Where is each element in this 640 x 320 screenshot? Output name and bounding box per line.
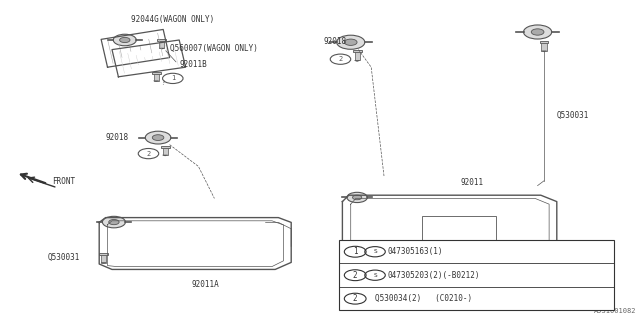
Text: 92011A: 92011A (192, 280, 220, 289)
Bar (157, 39, 166, 41)
Circle shape (152, 135, 164, 140)
Circle shape (102, 216, 125, 228)
Text: 2: 2 (353, 294, 358, 303)
Circle shape (531, 29, 544, 35)
Bar (422, 216, 496, 246)
Bar (163, 148, 168, 155)
Circle shape (524, 25, 552, 39)
Text: 92018: 92018 (106, 133, 129, 142)
Polygon shape (154, 81, 159, 82)
Text: S: S (373, 249, 377, 254)
Bar (540, 41, 548, 43)
Bar (161, 146, 170, 148)
Text: 1: 1 (171, 76, 175, 81)
Polygon shape (541, 51, 547, 52)
Bar (339, 240, 614, 310)
Circle shape (353, 195, 362, 200)
Text: S: S (373, 273, 377, 278)
Text: 2: 2 (147, 151, 150, 156)
Text: FRONT: FRONT (52, 177, 76, 186)
Bar (355, 52, 360, 60)
Circle shape (109, 220, 119, 225)
Text: 2: 2 (353, 271, 358, 280)
Bar (159, 41, 164, 48)
Bar (99, 253, 108, 255)
Polygon shape (101, 262, 106, 263)
Text: Q530034(2)   (C0210-): Q530034(2) (C0210-) (375, 294, 472, 303)
Circle shape (145, 131, 171, 144)
Polygon shape (163, 155, 168, 156)
Text: 047305203(2)(-B0212): 047305203(2)(-B0212) (388, 271, 481, 280)
Text: Q560007(WAGON ONLY): Q560007(WAGON ONLY) (170, 44, 257, 52)
Text: 1: 1 (353, 247, 358, 256)
Bar (101, 255, 106, 262)
Text: 2: 2 (339, 56, 342, 62)
Text: 92044G(WAGON ONLY): 92044G(WAGON ONLY) (131, 15, 214, 24)
Circle shape (120, 37, 130, 43)
Text: Q530031: Q530031 (557, 111, 589, 120)
Polygon shape (159, 48, 164, 49)
Text: 047305163(1): 047305163(1) (388, 247, 444, 256)
Text: 92011: 92011 (461, 178, 484, 187)
Circle shape (113, 34, 136, 46)
Text: Q530031: Q530031 (48, 253, 81, 262)
Polygon shape (355, 60, 360, 61)
Circle shape (344, 39, 357, 45)
Bar (154, 74, 159, 81)
Text: A931001082: A931001082 (595, 308, 637, 314)
Text: 92018: 92018 (323, 37, 346, 46)
Circle shape (347, 192, 367, 203)
Circle shape (337, 35, 365, 49)
Bar (541, 43, 547, 51)
Text: 92011B: 92011B (179, 60, 207, 68)
Bar (152, 72, 161, 74)
Bar (353, 50, 362, 52)
